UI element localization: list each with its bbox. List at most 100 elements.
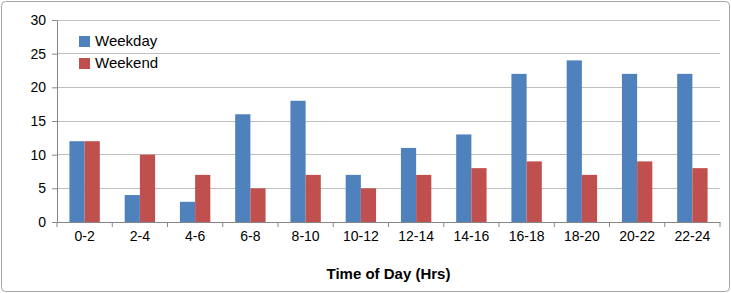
- chart-border: [2, 2, 730, 292]
- grid-line: [57, 154, 720, 155]
- bar: [125, 195, 140, 222]
- grid: [57, 20, 720, 222]
- y-tick-mark: [52, 20, 57, 21]
- x-tick: 14-16: [453, 222, 489, 244]
- bar: [69, 141, 84, 222]
- bar: [346, 175, 361, 222]
- x-tick-label: 16-18: [509, 228, 545, 244]
- y-tick-label: 0: [38, 214, 46, 230]
- x-tick-label: 6-8: [240, 228, 260, 244]
- bar: [416, 175, 431, 222]
- x-tick-label: 4-6: [185, 228, 205, 244]
- x-tick: 10-12: [343, 222, 379, 244]
- bar: [637, 161, 652, 222]
- chart-root: 0 5 10 15 20 25 30 0-2 2-4 4-6 6-8 8-10 10-12 12-14 14…: [0, 0, 731, 293]
- bar: [195, 175, 210, 222]
- y-tick: 15: [30, 113, 57, 129]
- y-tick: 30: [30, 12, 57, 28]
- bar: [361, 188, 376, 222]
- bar: [85, 141, 100, 222]
- grid-line: [57, 20, 720, 21]
- bar: [401, 148, 416, 222]
- x-tick-label: 12-14: [398, 228, 434, 244]
- x-separator: [167, 222, 168, 227]
- bar-series: [85, 141, 708, 222]
- legend-swatch: [79, 58, 90, 69]
- x-separator: [222, 222, 223, 227]
- y-tick-label: 10: [30, 147, 46, 163]
- x-tick: 16-18: [509, 222, 545, 244]
- legend-label: Weekend: [95, 54, 158, 71]
- x-tick: 2-4: [130, 222, 150, 244]
- y-tick-label: 15: [30, 113, 46, 129]
- x-tick: 6-8: [240, 222, 260, 244]
- bar: [511, 74, 526, 222]
- bar: [306, 175, 321, 222]
- x-tick: 22-24: [674, 222, 710, 244]
- bars: [69, 60, 707, 222]
- y-tick-mark: [52, 54, 57, 55]
- legend: Weekday Weekend: [79, 32, 158, 71]
- y-tick-mark: [52, 188, 57, 189]
- x-separator: [554, 222, 555, 227]
- y-tick: 0: [38, 214, 57, 230]
- x-separator: [720, 222, 721, 227]
- x-separator: [333, 222, 334, 227]
- bar: [527, 161, 542, 222]
- bar: [471, 168, 486, 222]
- x-tick: 8-10: [292, 222, 320, 244]
- y-tick: 20: [30, 79, 57, 95]
- x-tick: 18-20: [564, 222, 600, 244]
- x-separator: [278, 222, 279, 227]
- x-tick-label: 14-16: [453, 228, 489, 244]
- x-separator: [664, 222, 665, 227]
- y-tick-label: 25: [30, 46, 46, 62]
- x-tick-label: 10-12: [343, 228, 379, 244]
- x-tick-label: 8-10: [292, 228, 320, 244]
- x-separator: [57, 222, 58, 227]
- x-tick: 12-14: [398, 222, 434, 244]
- x-tick: 4-6: [185, 222, 205, 244]
- y-tick: 25: [30, 46, 57, 62]
- grid-line: [57, 188, 720, 189]
- y-tick-mark: [52, 87, 57, 88]
- bar: [180, 202, 195, 222]
- bar: [235, 114, 250, 222]
- x-separator: [112, 222, 113, 227]
- y-axis-line: [57, 21, 58, 223]
- y-tick-mark: [52, 155, 57, 156]
- bar: [250, 188, 265, 222]
- x-separator: [609, 222, 610, 227]
- bar: [567, 60, 582, 222]
- legend-item: Weekend: [79, 54, 158, 71]
- bar: [582, 175, 597, 222]
- y-tick-mark: [52, 222, 57, 223]
- legend-item: Weekday: [79, 32, 158, 49]
- x-separator: [499, 222, 500, 227]
- y-tick-label: 20: [30, 79, 46, 95]
- x-tick-label: 22-24: [674, 228, 710, 244]
- x-tick: 0-2: [75, 222, 95, 244]
- y-tick-label: 5: [38, 180, 46, 196]
- x-tick-label: 20-22: [619, 228, 655, 244]
- x-tick-label: 18-20: [564, 228, 600, 244]
- bar: [622, 74, 637, 222]
- y-axis: 0 5 10 15 20 25 30: [30, 12, 57, 230]
- x-tick-label: 0-2: [75, 228, 95, 244]
- bar: [290, 101, 305, 222]
- x-axis: 0-2 2-4 4-6 6-8 8-10 10-12 12-14 14-16 16-18 18-2…: [57, 222, 721, 244]
- grid-line: [57, 121, 720, 122]
- y-tick-label: 30: [30, 12, 46, 28]
- bar: [140, 155, 155, 222]
- x-separator: [443, 222, 444, 227]
- y-tick-mark: [52, 121, 57, 122]
- x-separators: [57, 222, 720, 227]
- bar: [677, 74, 692, 222]
- bar-series: [69, 60, 692, 222]
- legend-swatch: [79, 36, 90, 47]
- bar: [456, 134, 471, 222]
- y-tick: 10: [30, 147, 57, 163]
- x-separator: [388, 222, 389, 227]
- legend-label: Weekday: [95, 32, 158, 49]
- plot-area: 0 5 10 15 20 25 30 0-2 2-4 4-6 6-8 8-10 10-12 12-14 14…: [30, 12, 720, 244]
